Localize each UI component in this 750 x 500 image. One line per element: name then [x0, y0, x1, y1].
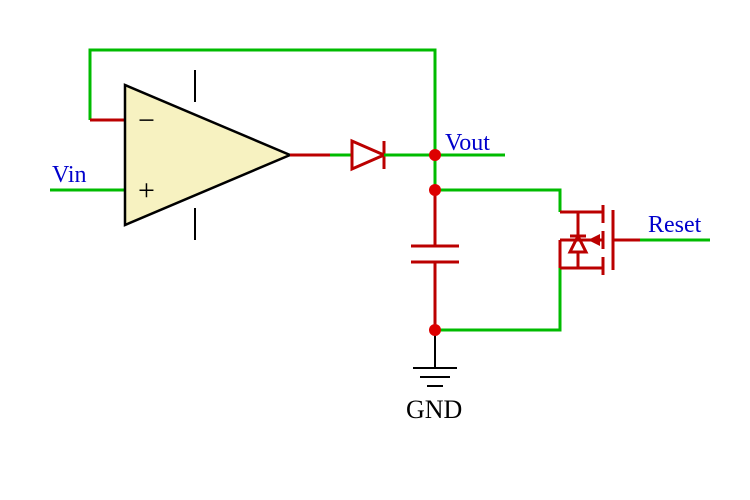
mos-body-arrow [588, 234, 600, 246]
label-gnd: GND [406, 395, 462, 424]
label-reset: Reset [648, 212, 702, 238]
label-vin: Vin [52, 162, 87, 188]
mos-body-diode-tri [570, 236, 586, 252]
node-bot [429, 324, 441, 336]
node-vout [429, 149, 441, 161]
circuit-schematic: Vin Vout Reset GND − + [0, 0, 750, 500]
wire-mos-drain-net [435, 190, 560, 212]
opamp-plus-sign: + [138, 174, 155, 207]
diode-anode-triangle [352, 141, 384, 169]
node-mid [429, 184, 441, 196]
opamp-minus-sign: − [138, 104, 155, 137]
label-vout: Vout [445, 130, 490, 156]
wire-mos-source-net [435, 268, 560, 330]
